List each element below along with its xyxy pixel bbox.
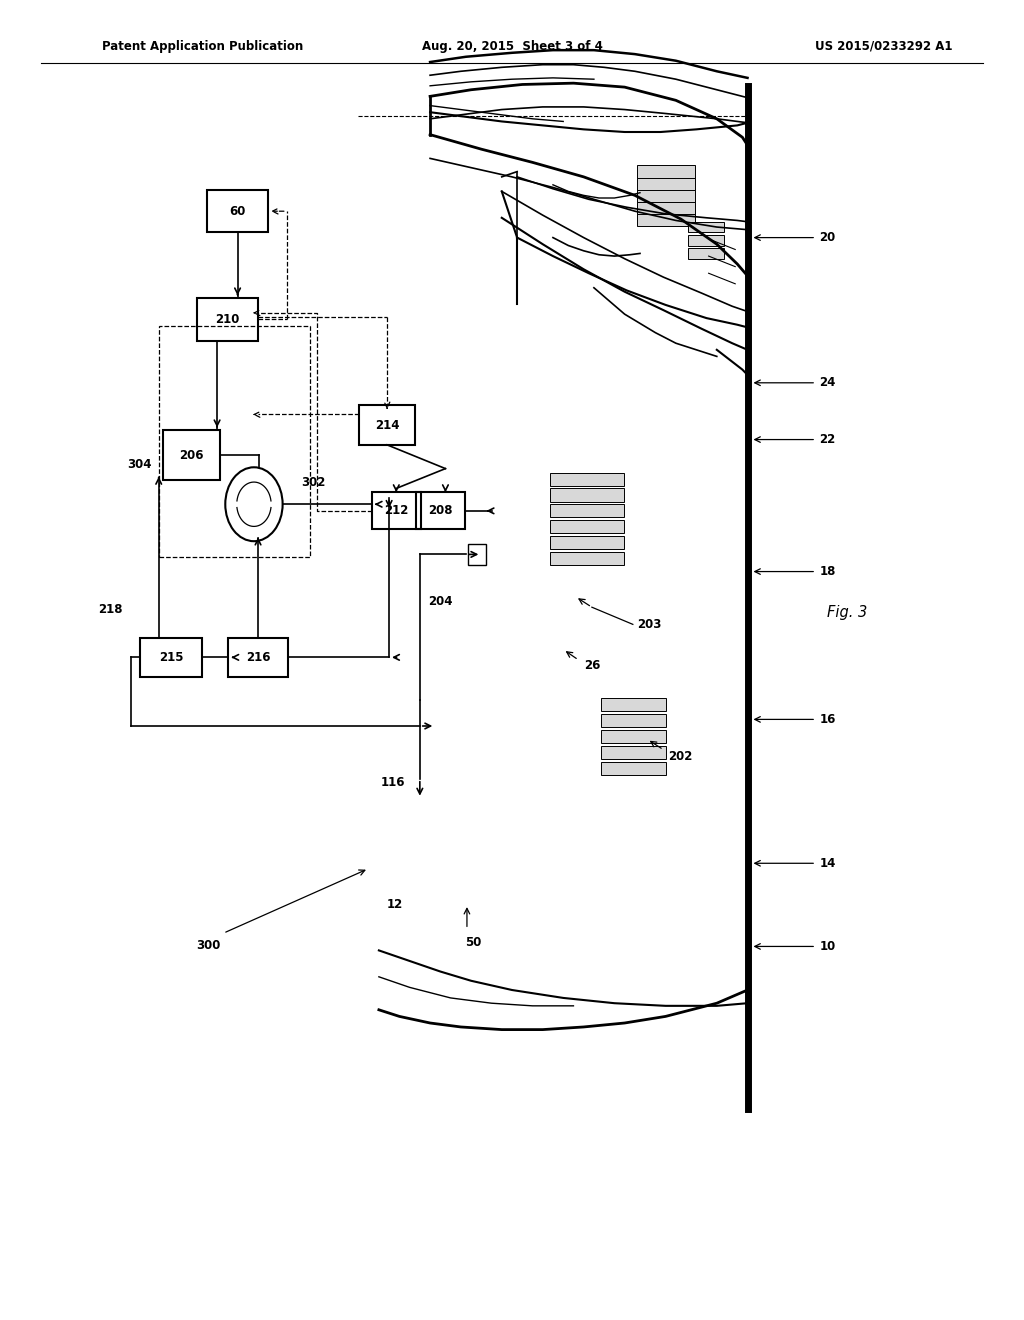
Bar <box>550 473 624 486</box>
Bar <box>468 544 486 565</box>
Bar <box>550 552 624 565</box>
Bar <box>601 730 666 743</box>
Bar <box>372 492 421 529</box>
Text: 204: 204 <box>428 595 453 609</box>
Bar <box>197 298 258 341</box>
Text: 18: 18 <box>819 565 836 578</box>
Bar <box>688 248 724 259</box>
Text: 208: 208 <box>428 504 453 517</box>
Text: 218: 218 <box>98 603 123 616</box>
Bar <box>550 536 624 549</box>
Text: Aug. 20, 2015  Sheet 3 of 4: Aug. 20, 2015 Sheet 3 of 4 <box>422 40 602 53</box>
Text: 302: 302 <box>301 475 326 488</box>
Bar <box>207 190 268 232</box>
Bar <box>601 746 666 759</box>
Bar <box>637 177 695 190</box>
Bar <box>140 638 202 677</box>
Text: 50: 50 <box>465 936 481 949</box>
Text: 212: 212 <box>384 504 409 517</box>
Bar <box>688 235 724 246</box>
Text: 10: 10 <box>819 940 836 953</box>
Bar <box>228 638 288 677</box>
Bar <box>550 504 624 517</box>
Text: 24: 24 <box>819 376 836 389</box>
Text: 14: 14 <box>819 857 836 870</box>
Text: 12: 12 <box>387 898 403 911</box>
Text: 203: 203 <box>637 618 662 631</box>
Text: 22: 22 <box>819 433 836 446</box>
Bar <box>637 213 695 226</box>
Text: 202: 202 <box>668 750 692 763</box>
Bar <box>601 714 666 727</box>
Text: Fig. 3: Fig. 3 <box>827 605 867 620</box>
Text: 20: 20 <box>819 231 836 244</box>
Text: 206: 206 <box>179 449 204 462</box>
Text: 16: 16 <box>819 713 836 726</box>
Text: 215: 215 <box>159 651 183 664</box>
Bar <box>637 165 695 178</box>
Bar <box>550 520 624 533</box>
Text: 26: 26 <box>584 659 600 672</box>
Text: 60: 60 <box>229 205 246 218</box>
Text: 214: 214 <box>375 418 399 432</box>
Bar <box>601 762 666 775</box>
Text: Patent Application Publication: Patent Application Publication <box>102 40 304 53</box>
Bar <box>637 201 695 214</box>
Bar <box>601 698 666 711</box>
Bar <box>688 222 724 232</box>
Bar <box>358 405 416 445</box>
Text: 216: 216 <box>246 651 270 664</box>
Bar <box>416 492 465 529</box>
Text: US 2015/0233292 A1: US 2015/0233292 A1 <box>815 40 952 53</box>
Bar <box>637 189 695 202</box>
Bar <box>164 430 219 480</box>
Bar <box>159 326 310 557</box>
Text: 116: 116 <box>381 776 406 789</box>
Text: 300: 300 <box>197 939 221 952</box>
Bar <box>550 488 624 502</box>
Text: 210: 210 <box>215 313 240 326</box>
Text: 304: 304 <box>127 458 152 471</box>
